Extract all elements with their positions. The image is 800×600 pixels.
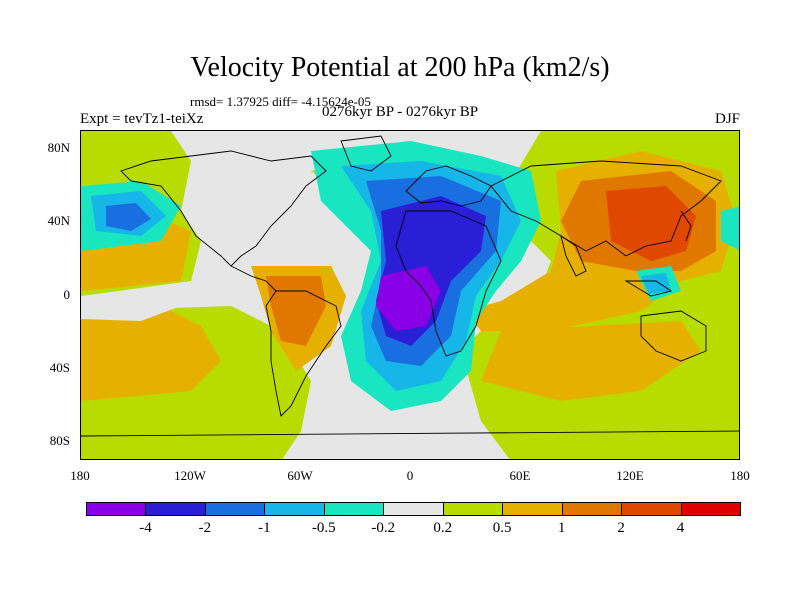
lat-tick-label: 40N [47,213,70,228]
colorbar-swatch [323,502,385,516]
colorbar-swatch [86,502,147,516]
lon-tick-label: 180 [70,468,90,483]
season-label: DJF [714,111,740,127]
colorbar-swatch [680,502,741,516]
lon-tick-label: 0 [406,468,414,483]
experiment-label: Expt = tevTz1-teiXz [80,111,204,127]
lon-tick-label: 60E [509,468,531,483]
colorbar-label: -0.5 [311,520,336,536]
lon-tick-label: 120W [174,468,206,483]
colorbar-swatch [264,502,325,516]
colorbar-label: 4 [676,520,685,536]
colorbar-label: 2 [617,520,625,536]
map-panel [80,130,740,460]
period-text: 0276kyr BP - 0276kyr BP [322,104,479,120]
lat-tick-label: 40S [49,360,70,375]
colorbar-label: 0.5 [492,520,512,536]
colorbar-swatch [442,502,504,516]
colorbar-swatch [383,502,444,516]
map-title: Velocity Potential at 200 hPa (km2/s) [190,52,610,83]
stats-text: rmsd= 1.37925 diff= -4.15624e-05 [190,94,371,109]
velocity-potential-map [81,131,739,459]
coastlines [81,135,739,437]
lon-tick-label: 120E [616,468,644,483]
colorbar-label: -4 [139,520,152,536]
colorbar-label: 1 [557,520,566,536]
colorbar-swatch [204,502,266,516]
colorbar [86,502,741,516]
lat-tick-label: 80S [49,433,70,448]
colorbar-label: -0.2 [371,520,396,536]
colorbar-swatch [621,502,682,516]
lon-tick-label: 60W [287,468,313,483]
colorbar-label: -2 [198,520,212,536]
lat-tick-label: 80N [47,140,70,155]
field-positive-max [606,186,696,261]
field-negative-min [376,266,441,331]
lon-tick-label: 180 [730,468,750,483]
colorbar-label: -1 [258,520,271,536]
lat-tick-label: 0 [63,287,71,302]
colorbar-swatch [561,502,623,516]
colorbar-swatch [502,502,563,516]
colorbar-swatch [145,502,206,516]
colorbar-label: 0.2 [433,520,453,536]
